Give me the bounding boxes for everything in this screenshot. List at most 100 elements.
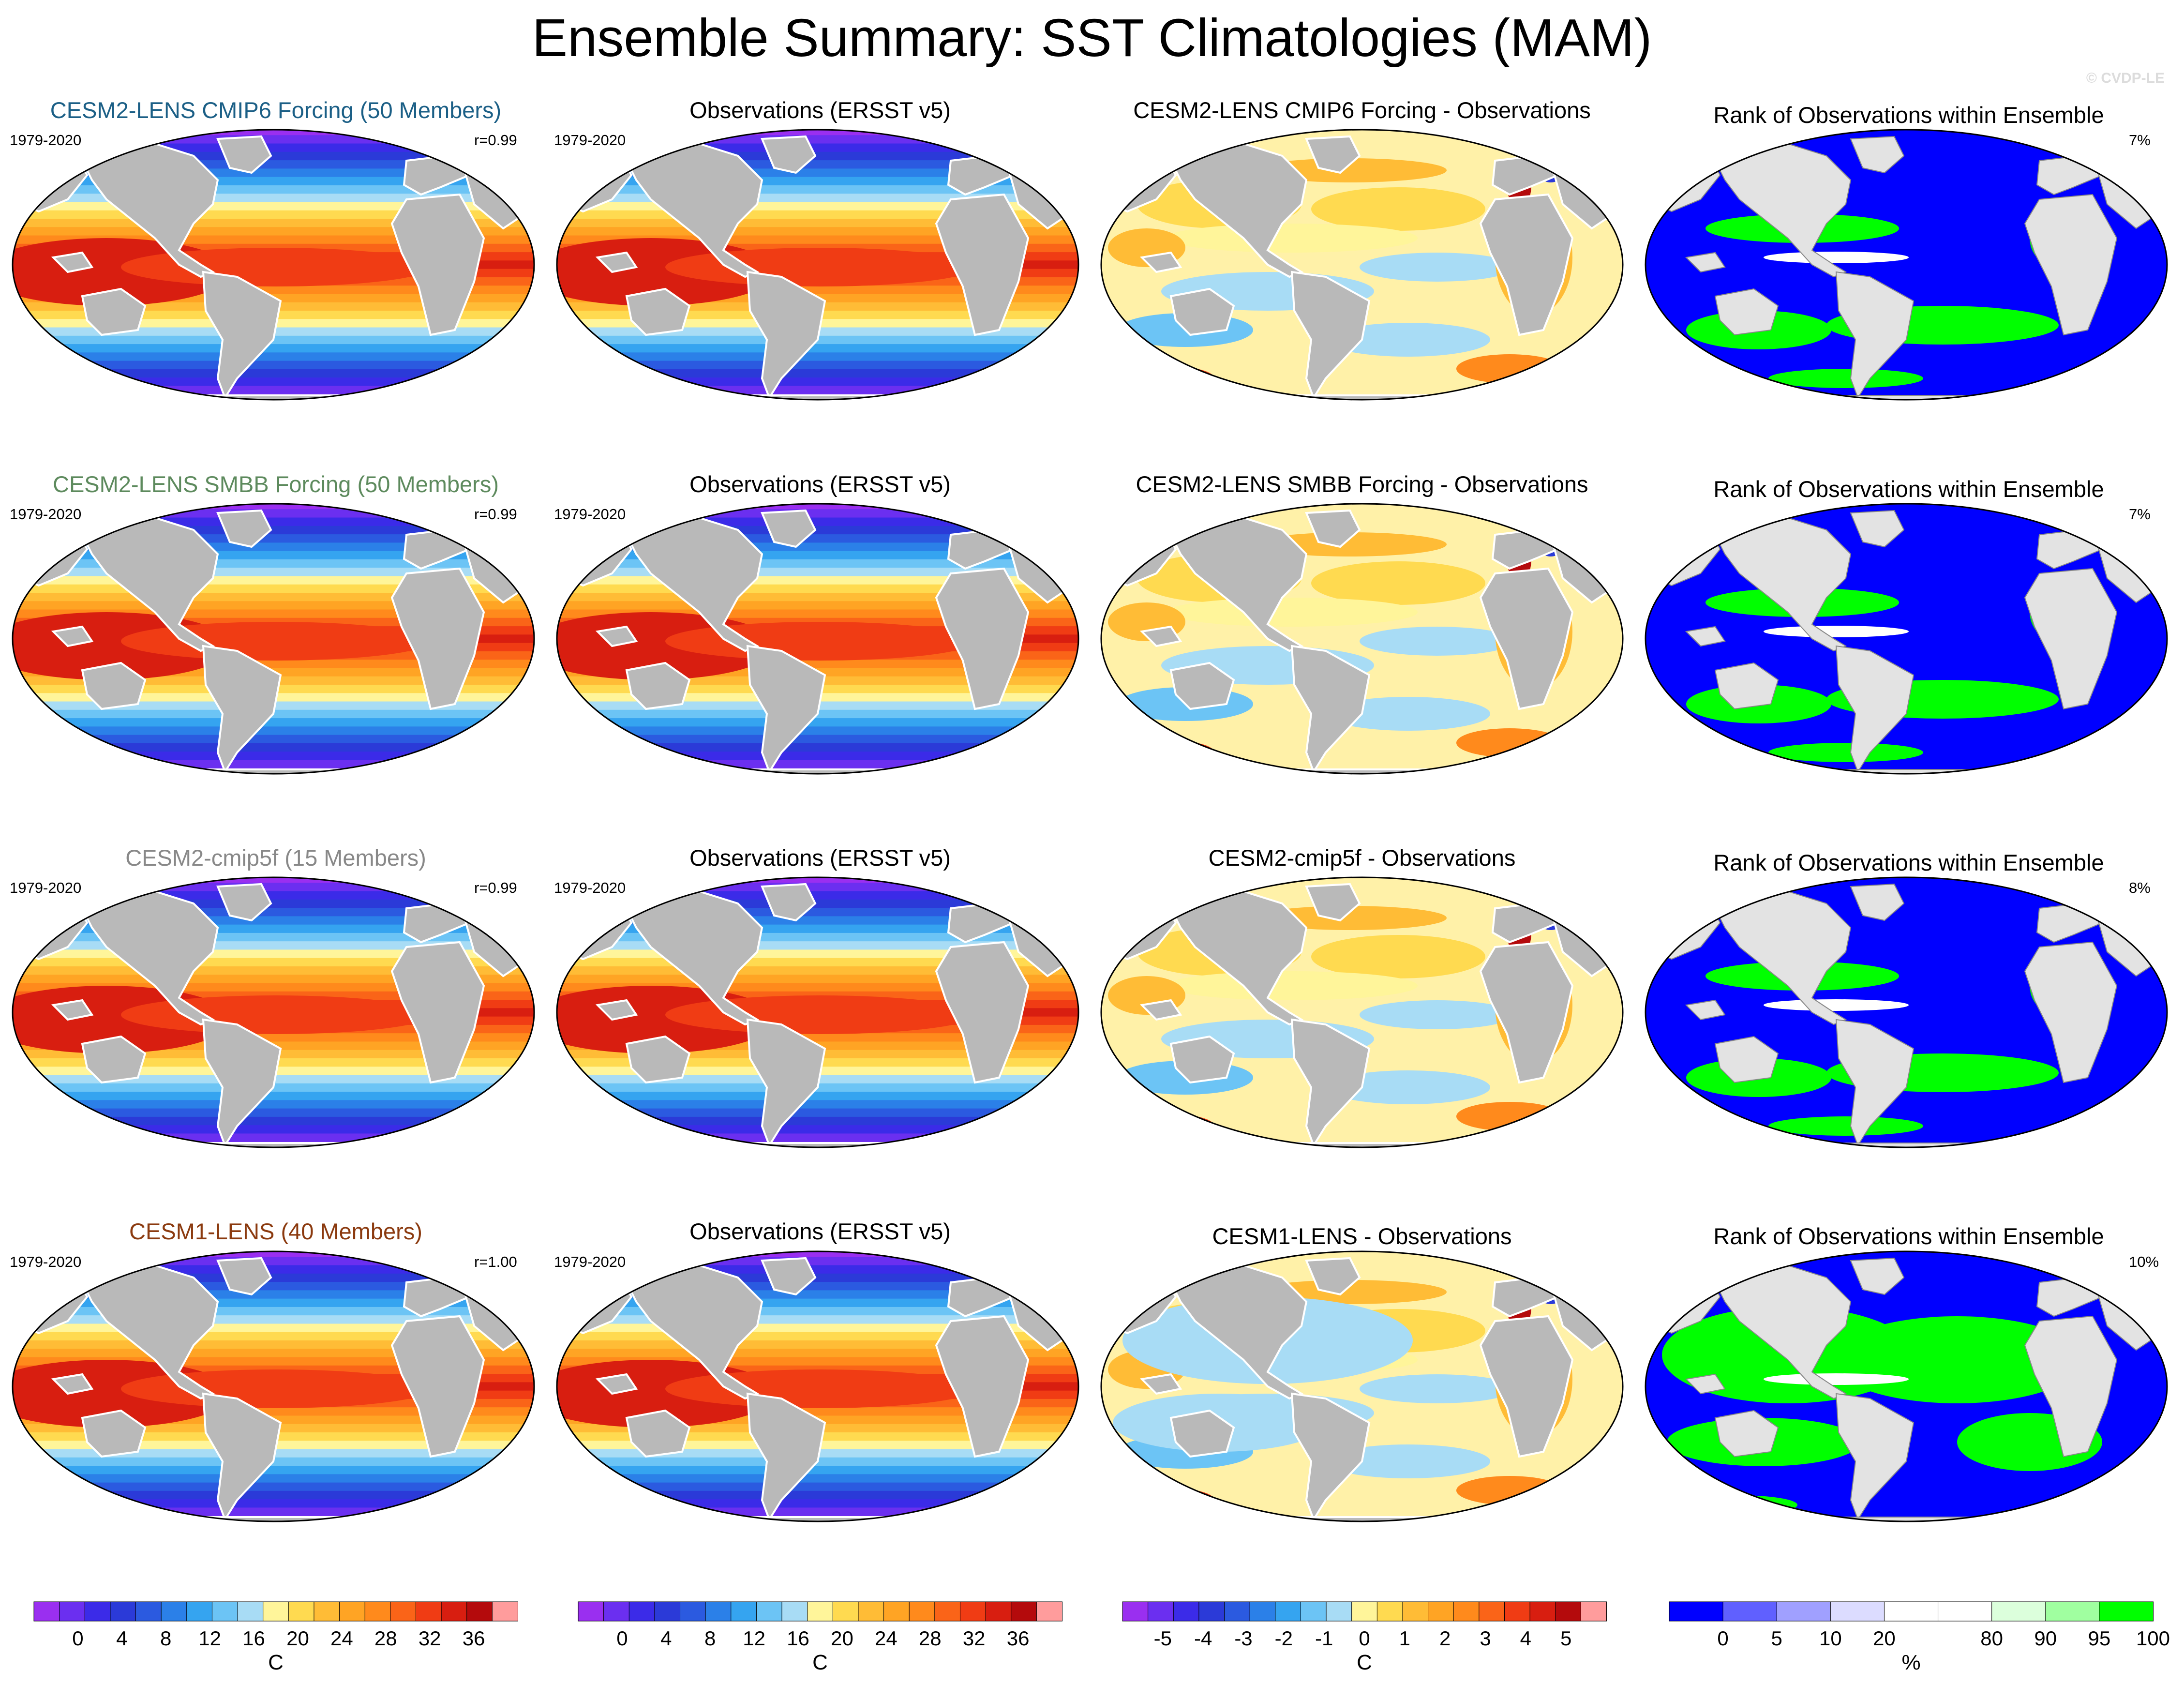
- colorbar-swatch: [1938, 1601, 1992, 1622]
- sst-map: [12, 129, 535, 401]
- colorbar-tick-label: 4: [1520, 1627, 1531, 1650]
- colorbar-tick-label: 20: [1873, 1627, 1896, 1650]
- colorbar-swatch: [263, 1601, 289, 1622]
- colorbar-swatch: [959, 1601, 987, 1622]
- sst-map: [12, 1250, 535, 1522]
- sst-map: [12, 876, 535, 1148]
- model-period-label: 1979-2020: [10, 879, 82, 896]
- model-panel-title: CESM1-LENS (40 Members): [129, 1218, 422, 1244]
- colorbar-swatch: [1326, 1601, 1352, 1622]
- colorbar-swatch: [578, 1601, 604, 1622]
- colorbar-unit-label: C: [1357, 1651, 1372, 1674]
- sst-map: [12, 503, 535, 775]
- colorbar-swatch: [33, 1601, 60, 1622]
- colorbar-tick-label: 90: [2034, 1627, 2057, 1650]
- rank-map: [1645, 503, 2168, 775]
- colorbar-swatch: [1580, 1601, 1607, 1622]
- model-panel-title: CESM2-LENS SMBB Forcing (50 Members): [53, 471, 499, 497]
- colorbar-swatch: [985, 1601, 1012, 1622]
- colorbar-tick-label: 32: [963, 1627, 986, 1650]
- colorbar-swatch: [1351, 1601, 1378, 1622]
- colorbar-swatch: [807, 1601, 834, 1622]
- colorbar-swatch: [1504, 1601, 1531, 1622]
- colorbar-swatch: [1991, 1601, 2046, 1622]
- colorbar-swatch: [1249, 1601, 1276, 1622]
- rank-percent: 8%: [2129, 879, 2151, 896]
- colorbar-swatch: [781, 1601, 808, 1622]
- colorbar-tick-label: 36: [1007, 1627, 1030, 1650]
- colorbar-swatch: [603, 1601, 630, 1622]
- rank-percent: 10%: [2129, 1253, 2159, 1270]
- colorbar-tick-label: 95: [2088, 1627, 2111, 1650]
- colorbar-swatch: [1830, 1601, 1885, 1622]
- rank-percent: 7%: [2129, 132, 2151, 149]
- colorbar-swatch: [339, 1601, 366, 1622]
- colorbar-tick-label: 0: [616, 1627, 628, 1650]
- copyright-watermark: © CVDP-LE: [2086, 70, 2165, 86]
- colorbar-swatch: [1224, 1601, 1251, 1622]
- rank-percent: 7%: [2129, 506, 2151, 523]
- colorbar-swatch: [390, 1601, 417, 1622]
- obs-period-label: 1979-2020: [554, 132, 626, 149]
- colorbar-swatch: [1776, 1601, 1831, 1622]
- diff-map: [1100, 876, 1624, 1148]
- colorbar-swatch: [1300, 1601, 1327, 1622]
- colorbar-swatch: [211, 1601, 239, 1622]
- colorbar-swatch: [628, 1601, 655, 1622]
- colorbar-tick-label: 20: [286, 1627, 309, 1650]
- colorbar-swatch: [492, 1601, 518, 1622]
- model-period-label: 1979-2020: [10, 1253, 82, 1270]
- colorbar-tick-label: 8: [160, 1627, 171, 1650]
- colorbar-tick-label: -3: [1234, 1627, 1252, 1650]
- obs-panel-title: Observations (ERSST v5): [689, 471, 951, 497]
- colorbar: 0 4 8 12 16 20 24 28 32 36 C: [578, 1601, 1062, 1674]
- sst-map: [556, 503, 1079, 775]
- colorbar-swatch: [756, 1601, 783, 1622]
- obs-panel-title: Observations (ERSST v5): [689, 1218, 951, 1244]
- rank-map: [1645, 129, 2168, 401]
- colorbar-tick-label: 4: [116, 1627, 127, 1650]
- colorbar-swatch: [186, 1601, 213, 1622]
- colorbar-swatch: [59, 1601, 86, 1622]
- colorbar-swatch: [1275, 1601, 1301, 1622]
- diff-panel-title: CESM2-LENS CMIP6 Forcing - Observations: [1133, 97, 1591, 123]
- colorbar-tick-label: 28: [374, 1627, 397, 1650]
- diff-map: [1100, 129, 1624, 401]
- pattern-correlation: r=0.99: [474, 132, 517, 149]
- colorbar-swatch: [161, 1601, 187, 1622]
- colorbar-unit-label: C: [812, 1651, 828, 1674]
- colorbar-swatch: [1376, 1601, 1403, 1622]
- rank-map: [1645, 876, 2168, 1148]
- colorbar-tick-label: 2: [1439, 1627, 1451, 1650]
- colorbar-unit-label: %: [1901, 1651, 1920, 1674]
- obs-period-label: 1979-2020: [554, 506, 626, 523]
- colorbar-tick-label: 5: [1560, 1627, 1571, 1650]
- colorbar: 0 4 8 12 16 20 24 28 32 36 C: [33, 1601, 518, 1674]
- obs-period-label: 1979-2020: [554, 879, 626, 896]
- diff-map: [1100, 1250, 1624, 1522]
- colorbar-tick-label: 12: [743, 1627, 765, 1650]
- pattern-correlation: r=0.99: [474, 879, 517, 896]
- colorbar-swatch: [1555, 1601, 1582, 1622]
- colorbar-swatch: [1529, 1601, 1556, 1622]
- rank-panel-title: Rank of Observations within Ensemble: [1713, 102, 2104, 128]
- colorbar-swatch: [1453, 1601, 1480, 1622]
- colorbar-swatch: [934, 1601, 961, 1622]
- colorbar-swatch: [110, 1601, 136, 1622]
- colorbar-tick-label: 20: [831, 1627, 853, 1650]
- colorbar-tick-label: 12: [198, 1627, 221, 1650]
- colorbar-tick-label: 16: [787, 1627, 809, 1650]
- colorbar-swatch: [288, 1601, 314, 1622]
- colorbar-tick-label: 3: [1480, 1627, 1491, 1650]
- colorbar-swatch: [1122, 1601, 1149, 1622]
- diff-panel-title: CESM1-LENS - Observations: [1212, 1223, 1512, 1249]
- colorbar-swatch: [1198, 1601, 1225, 1622]
- rank-panel-title: Rank of Observations within Ensemble: [1713, 850, 2104, 875]
- colorbar-swatch: [654, 1601, 681, 1622]
- rank-panel-title: Rank of Observations within Ensemble: [1713, 476, 2104, 502]
- colorbar-tick-label: -4: [1194, 1627, 1212, 1650]
- colorbar-swatch: [858, 1601, 884, 1622]
- obs-period-label: 1979-2020: [554, 1253, 626, 1270]
- colorbar-tick-label: -2: [1275, 1627, 1293, 1650]
